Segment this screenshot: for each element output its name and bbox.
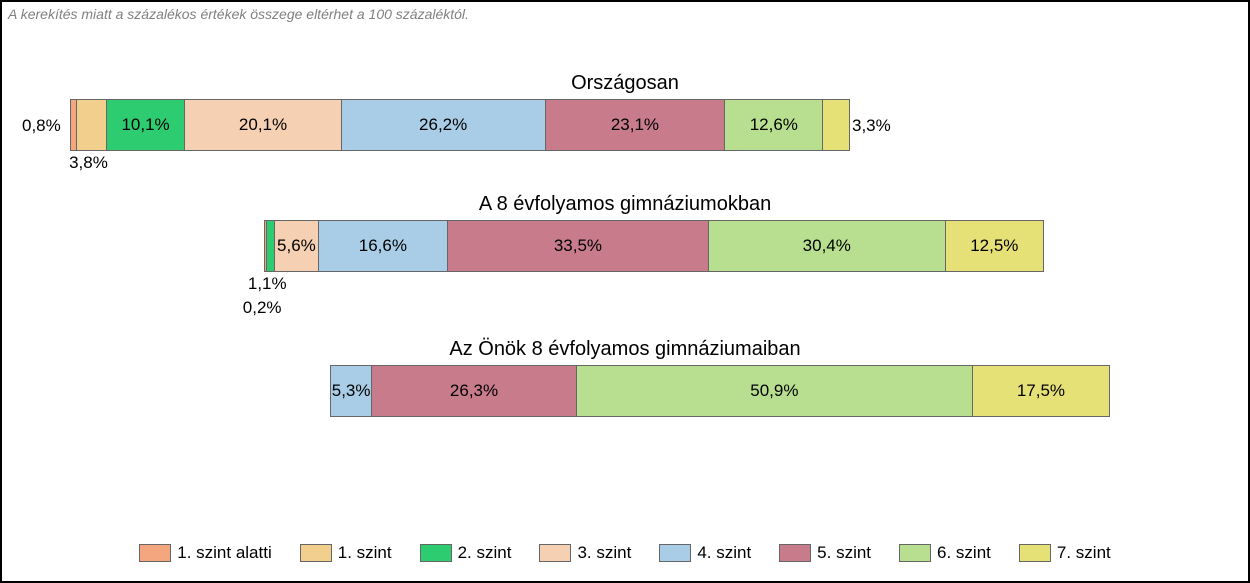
legend-label: 6. szint: [937, 543, 991, 563]
legend-swatch: [539, 544, 571, 562]
segment-label-below: 0,2%: [243, 298, 282, 318]
legend-item: 7. szint: [1019, 543, 1111, 563]
bar-segment: 17,5%: [973, 366, 1109, 416]
segment-label: 50,9%: [750, 381, 798, 401]
chart-row: Az Önök 8 évfolyamos gimnáziumaiban 5,3% 2…: [2, 338, 1248, 417]
segment-label: 20,1%: [239, 115, 287, 135]
legend-swatch: [300, 544, 332, 562]
legend-label: 3. szint: [577, 543, 631, 563]
segment-label: 5,3%: [332, 381, 371, 401]
legend-item: 3. szint: [539, 543, 631, 563]
legend-label: 1. szint: [338, 543, 392, 563]
segment-label: 26,2%: [419, 115, 467, 135]
segment-label-outside-left: 0,8%: [22, 116, 61, 136]
segment-label: 17,5%: [1017, 381, 1065, 401]
chart-row-title: Az Önök 8 évfolyamos gimnáziumaiban: [2, 338, 1248, 361]
below-labels: 1,1%: [264, 272, 1044, 296]
legend-swatch: [899, 544, 931, 562]
bar-segment: 50,9%: [577, 366, 973, 416]
bar-segment: [267, 221, 276, 271]
segment-label-below: 3,8%: [69, 153, 108, 173]
bar-row: 5,6% 16,6% 33,5% 30,4% 12,5%: [2, 220, 1248, 272]
legend-label: 4. szint: [697, 543, 751, 563]
chart-row: A 8 évfolyamos gimnáziumokban 5,6% 16,6% 33…: [2, 193, 1248, 320]
chart-frame: A kerekítés miatt a százalékos értékek ö…: [0, 0, 1250, 583]
legend-swatch: [1019, 544, 1051, 562]
segment-label: 30,4%: [803, 236, 851, 256]
segment-label-below: 1,1%: [248, 274, 287, 294]
legend-item: 4. szint: [659, 543, 751, 563]
legend-item: 5. szint: [779, 543, 871, 563]
legend-item: 1. szint: [300, 543, 392, 563]
bar-segment: [823, 100, 849, 150]
bar-segment: 5,3%: [331, 366, 372, 416]
segment-label: 12,6%: [750, 115, 798, 135]
bar-segment: 5,6%: [275, 221, 319, 271]
legend-item: 2. szint: [420, 543, 512, 563]
legend-label: 7. szint: [1057, 543, 1111, 563]
bar-segment: 26,3%: [372, 366, 577, 416]
legend-swatch: [659, 544, 691, 562]
bar-segment: 20,1%: [185, 100, 341, 150]
segment-label-outside-right: 3,3%: [852, 116, 891, 136]
bar-segment: 12,6%: [725, 100, 823, 150]
bar-segment: 30,4%: [709, 221, 946, 271]
legend-label: 2. szint: [458, 543, 512, 563]
chart-row-title: Országosan: [2, 72, 1248, 95]
legend-item: 1. szint alatti: [139, 543, 272, 563]
chart-row-title: A 8 évfolyamos gimnáziumokban: [2, 193, 1248, 216]
legend-label: 5. szint: [817, 543, 871, 563]
stacked-bar: 5,3% 26,3% 50,9% 17,5%: [330, 365, 1110, 417]
legend-swatch: [139, 544, 171, 562]
footnote-text: A kerekítés miatt a százalékos értékek ö…: [8, 6, 469, 22]
bar-segment: 12,5%: [946, 221, 1043, 271]
stacked-bar: 5,6% 16,6% 33,5% 30,4% 12,5%: [264, 220, 1044, 272]
bar-segment: 10,1%: [107, 100, 186, 150]
legend: 1. szint alatti 1. szint 2. szint 3. szint 4…: [2, 543, 1248, 563]
bar-segment: 33,5%: [448, 221, 709, 271]
segment-label: 5,6%: [277, 236, 316, 256]
bar-segment: 23,1%: [546, 100, 726, 150]
below-labels-2: 0,2%: [264, 296, 1044, 320]
legend-label: 1. szint alatti: [177, 543, 272, 563]
legend-swatch: [779, 544, 811, 562]
chart-row: Országosan 10,1% 20,1% 26,2% 23,1% 12,6% 0,8% 3…: [2, 72, 1248, 175]
legend-swatch: [420, 544, 452, 562]
segment-label: 26,3%: [450, 381, 498, 401]
bar-row: 10,1% 20,1% 26,2% 23,1% 12,6% 0,8% 3,3%: [2, 99, 1248, 151]
segment-label: 10,1%: [121, 115, 169, 135]
bar-segment: [77, 100, 107, 150]
bar-row: 5,3% 26,3% 50,9% 17,5%: [2, 365, 1248, 417]
legend-item: 6. szint: [899, 543, 991, 563]
stacked-bar: 10,1% 20,1% 26,2% 23,1% 12,6%: [70, 99, 850, 151]
segment-label: 16,6%: [359, 236, 407, 256]
segment-label: 12,5%: [970, 236, 1018, 256]
segment-label: 33,5%: [554, 236, 602, 256]
bar-segment: 26,2%: [342, 100, 546, 150]
segment-label: 23,1%: [611, 115, 659, 135]
charts-container: Országosan 10,1% 20,1% 26,2% 23,1% 12,6% 0,8% 3…: [2, 72, 1248, 435]
bar-segment: 16,6%: [319, 221, 448, 271]
below-labels: 3,8%: [70, 151, 850, 175]
